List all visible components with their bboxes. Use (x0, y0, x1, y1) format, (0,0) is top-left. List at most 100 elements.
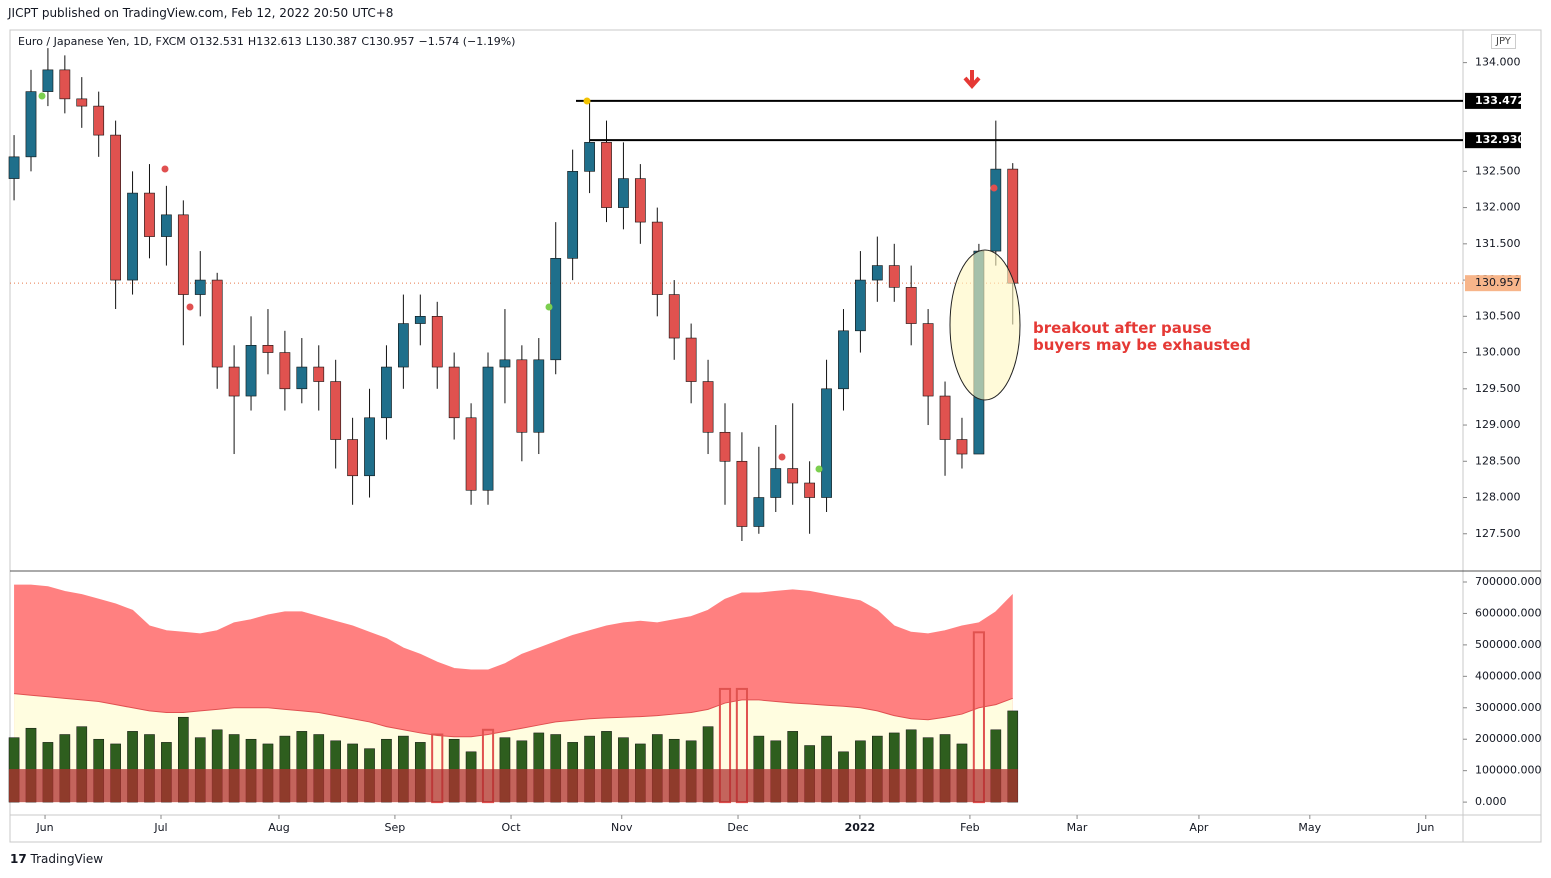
signal-dot (778, 453, 786, 461)
annotation-line: breakout after pause (1033, 319, 1212, 337)
candle-body (194, 279, 206, 295)
y-tick-label: 600000.000 (1475, 606, 1541, 619)
candle-body (414, 316, 426, 324)
candle-body (550, 258, 562, 361)
candle-body (177, 214, 189, 295)
y-tick-label: 129.500 (1475, 382, 1521, 395)
signal-dot (186, 303, 194, 311)
highlight-ellipse (949, 249, 1021, 401)
symbol: Euro / Japanese Yen, 1D, FXCM (18, 35, 186, 48)
candle-body (804, 482, 816, 498)
candle-body (753, 497, 765, 527)
candle-body (567, 171, 579, 259)
annotation-line: buyers may be exhausted (1033, 336, 1251, 354)
y-tick-label: 0.000 (1475, 795, 1507, 808)
candle-body (821, 388, 832, 498)
y-tick-label: 132.000 (1475, 201, 1521, 214)
y-tick-label: 129.000 (1475, 418, 1521, 431)
level-label-box (1465, 132, 1521, 149)
y-tick-label: 200000.000 (1475, 732, 1541, 745)
candle-body (93, 105, 105, 136)
candle-body (736, 460, 748, 527)
footer-text: TradingView (30, 852, 104, 866)
candle-body (922, 323, 934, 397)
arrow (963, 70, 981, 90)
candle-body (499, 359, 511, 368)
candle-body (161, 214, 172, 237)
last-price-box (1465, 275, 1521, 292)
candle-body (651, 221, 663, 295)
last-price-label: 130.957 (1475, 276, 1521, 289)
y-tick-label: 134.000 (1475, 56, 1521, 69)
candle-body (990, 168, 1002, 252)
candle-body (702, 381, 714, 433)
signal-dot (990, 184, 998, 192)
footer-logo: 17 TradingView (10, 852, 104, 866)
candle-body (279, 352, 291, 390)
candle-body (364, 417, 375, 477)
publish-header: JICPT published on TradingView.com, Feb … (8, 6, 394, 20)
candle-body (8, 156, 20, 179)
candle-body (398, 323, 409, 368)
currency-button[interactable]: JPY (1491, 34, 1516, 49)
y-tick-label: 700000.000 (1475, 575, 1541, 588)
y-tick-label: 131.500 (1475, 237, 1521, 250)
layers: 0.000 100000.000 200000.000 300000.000 40000… (8, 48, 1541, 834)
level-label: 133.472 (1475, 94, 1525, 107)
candle-body (601, 142, 612, 208)
candle-body (787, 468, 799, 484)
candle-body (127, 192, 138, 281)
y-tick-label: 300000.000 (1475, 701, 1541, 714)
x-tick-label: Apr (1189, 821, 1209, 834)
candle-body (76, 98, 88, 107)
annotation: breakout after pause buyers may be exhaus… (1033, 320, 1251, 354)
y-tick-label: 100000.000 (1475, 764, 1541, 777)
candle-body (533, 359, 545, 433)
candle-body (871, 265, 883, 281)
lower-band-line (14, 693, 1013, 738)
candle-body (211, 279, 223, 368)
x-tick-label: May (1298, 821, 1321, 834)
candle-body (956, 439, 968, 455)
x-tick-label: Oct (502, 821, 522, 834)
candle-body (838, 330, 849, 390)
candle-body (888, 265, 900, 288)
x-tick-label: Jun (35, 821, 53, 834)
candle-body (939, 395, 951, 440)
x-tick-label: Sep (385, 821, 406, 834)
x-tick-label: Jul (153, 821, 167, 834)
y-tick-label: 130.500 (1475, 309, 1521, 322)
y-tick-label: 128.000 (1475, 491, 1521, 504)
y-tick-label: 130.000 (1475, 346, 1521, 359)
level-label-box (1465, 92, 1521, 109)
signal-dot (161, 165, 169, 173)
upper-band-line (14, 584, 1014, 671)
candle-body (685, 337, 697, 382)
y-tick-label: 500000.000 (1475, 638, 1541, 651)
candle-body (296, 366, 308, 390)
y-tick-label: 127.500 (1475, 527, 1521, 540)
change: −1.574 (−1.19%) (418, 35, 516, 48)
level-label: 132.930 (1475, 133, 1525, 146)
x-tick-label: Nov (611, 821, 633, 834)
candle-body (719, 431, 731, 462)
ohlc: C130.957 (361, 35, 415, 48)
signal-dot (38, 92, 46, 100)
x-tick-label: Aug (268, 821, 289, 834)
candle-body (448, 366, 460, 419)
signal-dot (545, 303, 553, 311)
candle-body (1007, 168, 1019, 284)
symbol-legend: Euro / Japanese Yen, 1D, FXCM O132.531 H13… (18, 35, 519, 48)
y-tick-label: 132.500 (1475, 164, 1521, 177)
signal-dot (583, 97, 591, 105)
x-tick-label: Jun (1416, 821, 1434, 834)
signal-dot (815, 465, 823, 473)
candle-body (905, 287, 917, 324)
frame (9, 29, 1542, 843)
candle-body (668, 294, 680, 339)
y-tick-label: 400000.000 (1475, 669, 1541, 682)
candle-body (110, 134, 122, 281)
candle-body (262, 345, 274, 353)
